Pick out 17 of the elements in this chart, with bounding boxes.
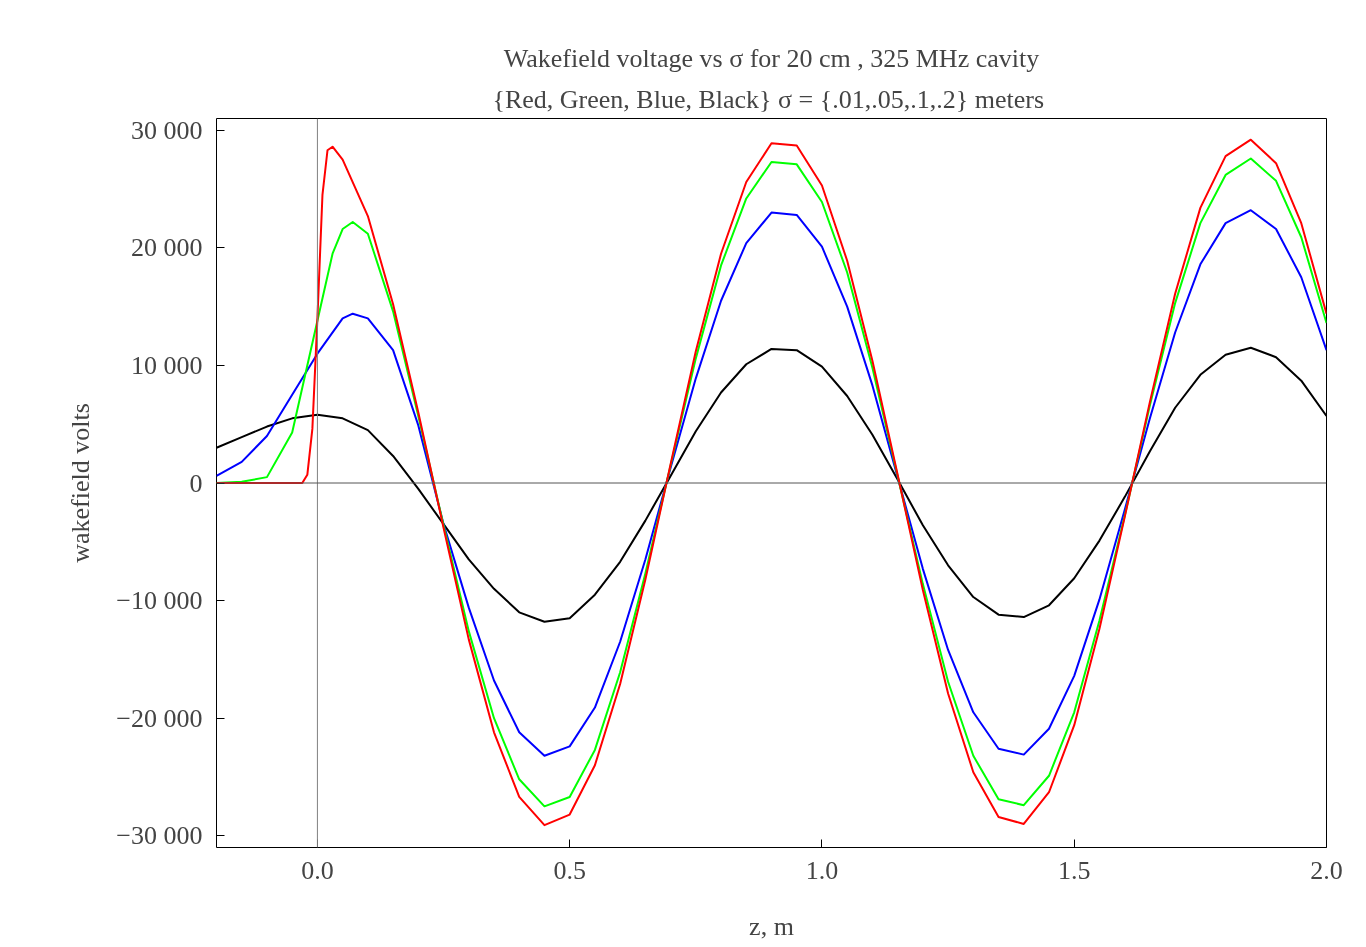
x-tick-label: 1.0 — [805, 855, 839, 885]
y-tick-label: −10 000 — [116, 586, 203, 616]
x-tick-label: 2.0 — [1310, 855, 1343, 885]
y-tick-label: −20 000 — [116, 703, 203, 733]
chart-subtitle: {Red, Green, Blue, Black} σ = {.01,.05,.1,.2} meters — [492, 84, 1045, 114]
y-tick-label: 0 — [189, 468, 203, 498]
y-tick-label: 10 000 — [131, 350, 203, 380]
line-series — [216, 209, 1327, 757]
y-tick-label: −30 000 — [116, 821, 203, 851]
chart-title: Wakefield voltage vs σ for 20 cm , 325 MHz cavity — [503, 43, 1040, 73]
y-axis-title: wakefield volts — [66, 403, 96, 563]
y-tick-label: 30 000 — [131, 115, 203, 145]
x-tick-label: 0.5 — [553, 855, 586, 885]
x-tick-label: 1.5 — [1057, 855, 1091, 885]
x-tick-label: 0.0 — [301, 855, 334, 885]
y-tick-label: 20 000 — [131, 233, 203, 263]
x-axis-title: z, m — [749, 911, 794, 941]
